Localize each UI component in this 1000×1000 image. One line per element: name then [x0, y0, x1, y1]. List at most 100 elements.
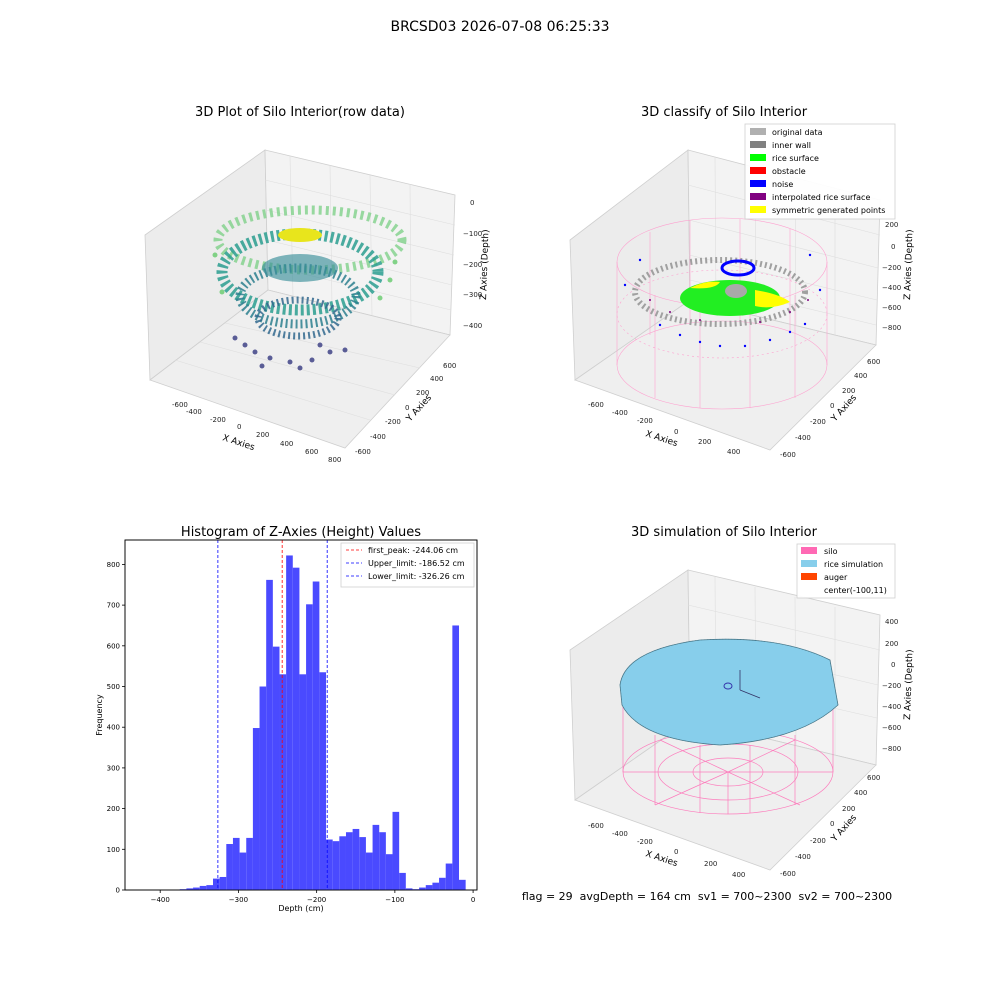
panel-sim-title: 3D simulation of Silo Interior	[631, 525, 818, 540]
histogram-bar	[385, 854, 393, 890]
y-tick-label: 400	[430, 375, 443, 383]
legend-label: auger	[824, 573, 848, 582]
histogram-bar	[206, 885, 213, 890]
panel-simulation-3d: 3D simulation of Silo Interior	[522, 525, 916, 903]
y-tick-label: -600	[780, 870, 796, 878]
status-line: flag = 29 avgDepth = 164 cm sv1 = 700~23…	[522, 890, 892, 903]
panel-raw-3d: 3D Plot of Silo Interior(row data)	[144, 105, 491, 464]
histogram-y-ticks: 0 100 200 300 400 500 600 700 800	[107, 561, 125, 895]
x-tick-label: −400	[151, 896, 170, 904]
legend-swatch	[750, 154, 766, 161]
z-tick-label: 0	[891, 243, 895, 251]
panel-sim-rice-surface	[619, 638, 839, 746]
x-tick-label: 0	[674, 848, 678, 856]
histogram-xlabel: Depth (cm)	[278, 904, 323, 913]
figure-suptitle: BRCSD03 2026-07-08 06:25:33	[390, 19, 609, 35]
histogram-bar	[345, 832, 353, 890]
histogram-bar	[399, 872, 406, 890]
y-tick-label: -400	[370, 433, 386, 441]
panel-classify-ticks: -600 -400 -200 0 200 400 -600 -400 -200 …	[588, 221, 901, 459]
y-tick-label: 400	[854, 789, 867, 797]
x-tick-label: 200	[698, 438, 711, 446]
legend-swatch	[750, 128, 766, 135]
histogram-bar	[266, 579, 273, 890]
legend-label: Lower_limit: -326.26 cm	[368, 572, 465, 581]
panel-classify-points	[623, 253, 822, 348]
histogram-bar	[312, 581, 320, 890]
z-tick-label: 200	[885, 221, 898, 229]
panel-raw-zlabel: Z Axies (Depth)	[479, 229, 491, 300]
histogram-legend: first_peak: -244.06 cm Upper_limit: -186.…	[340, 542, 475, 588]
legend-swatch	[750, 206, 766, 213]
histogram-bar	[199, 885, 207, 890]
panel-histogram: Histogram of Z-Axies (Height) Values −40…	[95, 525, 478, 913]
x-tick-label: -400	[186, 408, 202, 416]
histogram-bar	[332, 841, 340, 890]
histogram-ylabel: Frequency	[95, 694, 104, 736]
legend-label: inner wall	[772, 141, 811, 150]
histogram-bar	[445, 863, 453, 890]
z-tick-label: −400	[882, 284, 901, 292]
legend-swatch	[750, 167, 766, 174]
x-tick-label: -600	[588, 822, 604, 830]
legend-frame	[340, 542, 475, 588]
histogram-bar	[239, 852, 247, 890]
legend-swatch	[750, 141, 766, 148]
z-tick-label: 400	[885, 618, 898, 626]
legend-label: interpolated rice surface	[772, 193, 870, 202]
legend-swatch	[750, 193, 766, 200]
y-tick-label: 0	[116, 887, 120, 895]
histogram-title: Histogram of Z-Axies (Height) Values	[181, 525, 421, 540]
histogram-bar	[246, 837, 253, 890]
legend-swatch	[801, 547, 817, 554]
panel-raw-xlabel: X Axies	[221, 433, 256, 453]
histogram-bar	[319, 672, 327, 890]
x-tick-label: -200	[210, 416, 226, 424]
y-tick-label: 200	[842, 805, 855, 813]
x-tick-label: 0	[674, 428, 678, 436]
x-tick-label: 600	[305, 448, 318, 456]
histogram-bar	[372, 824, 380, 890]
z-tick-label: −100	[463, 230, 482, 238]
z-tick-label: −600	[882, 304, 901, 312]
panel-sim-zlabel: Z Axies (Depth)	[903, 649, 915, 720]
x-tick-label: 0	[237, 423, 241, 431]
panel-sim-legend: silo rice simulation auger center(-100,1…	[796, 543, 896, 599]
legend-label: rice simulation	[824, 560, 883, 569]
histogram-bar	[186, 888, 194, 890]
x-tick-label: -200	[637, 838, 653, 846]
panel-sim-silo-wire	[622, 690, 834, 815]
panel-sim-ylabel: Y Axies	[829, 813, 859, 845]
x-tick-label: −200	[307, 896, 326, 904]
panel-raw-points	[212, 205, 407, 371]
histogram-threshold-lines	[217, 540, 328, 890]
x-tick-label: 400	[727, 448, 740, 456]
x-tick-label: 400	[280, 440, 293, 448]
y-tick-label: 800	[107, 561, 120, 569]
legend-label: original data	[772, 128, 823, 137]
histogram-bar	[459, 879, 466, 890]
y-tick-label: -200	[385, 418, 401, 426]
z-tick-label: −400	[463, 322, 482, 330]
histogram-bar	[452, 625, 460, 890]
y-tick-label: 600	[867, 774, 880, 782]
x-tick-label: 200	[256, 431, 269, 439]
z-tick-label: −200	[882, 682, 901, 690]
x-tick-label: 200	[704, 860, 717, 868]
z-tick-label: −600	[882, 724, 901, 732]
histogram-bar	[272, 646, 280, 890]
legend-label: first_peak: -244.06 cm	[368, 546, 458, 555]
histogram-bar	[219, 876, 227, 890]
histogram-bar	[286, 555, 293, 890]
y-tick-label: -400	[795, 853, 811, 861]
panel-classify-legend: original data inner wall rice surface ob…	[744, 123, 896, 220]
legend-label: silo	[824, 547, 838, 556]
y-tick-label: 300	[107, 764, 120, 772]
legend-label: center(-100,11)	[824, 586, 887, 595]
x-tick-label: −100	[385, 896, 404, 904]
y-tick-label: -600	[355, 448, 371, 456]
y-tick-label: -200	[810, 418, 826, 426]
legend-swatch	[801, 573, 817, 580]
histogram-bar	[432, 882, 440, 890]
histogram-bar	[252, 728, 260, 890]
